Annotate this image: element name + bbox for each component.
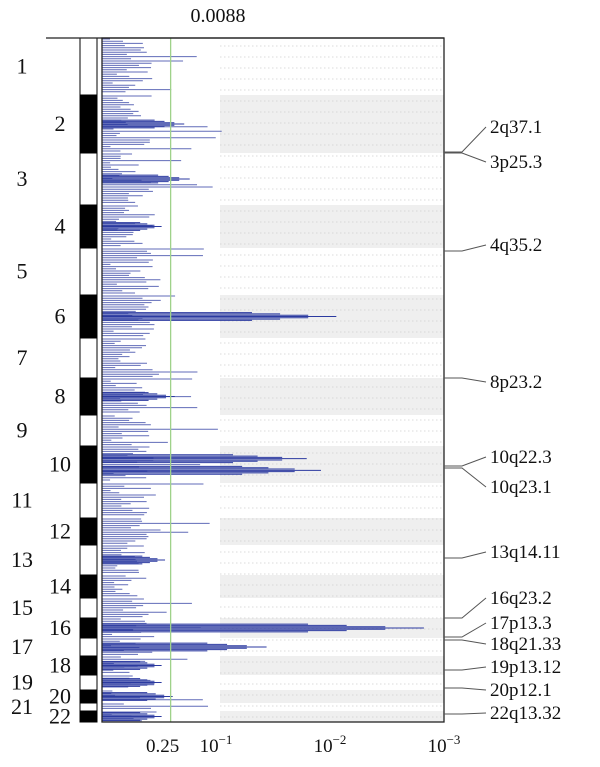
chr-shade-22 <box>220 711 444 722</box>
chromosome-label-13: 13 <box>11 547 33 572</box>
ideogram-chr-22 <box>79 710 98 723</box>
chr-shade-8 <box>220 378 444 415</box>
ideogram-chr-4 <box>79 204 98 249</box>
ideogram-chr-7 <box>79 337 98 379</box>
chromosome-label-2: 2 <box>55 111 66 136</box>
chr-shade-12 <box>220 518 444 545</box>
peak-leader-line <box>444 687 487 691</box>
chr-shade-18 <box>220 656 444 675</box>
peak-leader-line <box>444 152 487 163</box>
chromosome-label-15: 15 <box>11 595 33 620</box>
ideogram-chr-5 <box>79 247 98 296</box>
peak-label: 19p13.12 <box>490 657 561 678</box>
ideogram-chr-8 <box>79 377 98 416</box>
ideogram-chr-3 <box>79 152 98 206</box>
chromosome-shading <box>220 95 444 722</box>
peak-leader-line <box>444 639 487 645</box>
ideogram-chr-19 <box>79 674 98 691</box>
chromosome-label-17: 17 <box>11 634 33 659</box>
chromosome-label-5: 5 <box>17 259 28 284</box>
chromosome-label-18: 18 <box>49 653 71 678</box>
x-tick-label: 10−1 <box>200 732 233 757</box>
chromosome-label-22: 22 <box>49 704 71 729</box>
x-tick-label: 10−2 <box>314 732 347 757</box>
gridlines <box>220 45 444 718</box>
ideogram-chr-10 <box>79 445 98 484</box>
chromosome-label-4: 4 <box>55 214 66 239</box>
peak-label: 13q14.11 <box>490 542 561 563</box>
chromosome-label-6: 6 <box>55 304 66 329</box>
peak-leader-line <box>444 551 487 559</box>
peak-leader-line <box>444 597 487 619</box>
peak-label: 18q21.33 <box>490 634 561 655</box>
chromosome-label-1: 1 <box>17 54 28 79</box>
ideogram-chr-13 <box>79 544 98 576</box>
ideogram-chr-2 <box>79 94 98 154</box>
peak-leader-line <box>444 244 487 252</box>
chromosome-label-7: 7 <box>17 345 28 370</box>
ideogram-chr-11 <box>79 482 98 519</box>
peak-leader-line <box>444 666 487 671</box>
peak-leader-line <box>444 377 487 383</box>
chromosome-label-8: 8 <box>55 384 66 409</box>
chromosome-label-11: 11 <box>11 488 32 513</box>
peak-label: 2q37.1 <box>490 117 542 138</box>
peak-leader-line <box>444 712 487 715</box>
ideogram-chr-17 <box>79 637 98 657</box>
peak-label: 20p12.1 <box>490 680 552 701</box>
peak-label: 17p13.3 <box>490 613 552 634</box>
ideogram-chr-15 <box>79 597 98 619</box>
peak-leader-line <box>444 467 487 488</box>
chromosome-label-14: 14 <box>49 574 71 599</box>
chr-shade-14 <box>220 575 444 598</box>
ideogram-chr-20 <box>79 689 98 704</box>
peak-labels: 2q37.1 3p25.3 4q35.2 8p23.2 10q22.3 10q23.1 13… <box>444 117 561 724</box>
ideogram-chr-21 <box>79 702 98 712</box>
x-axis: 0.25 10−1 10−2 10−3 <box>146 732 460 757</box>
ideogram-chr-16 <box>79 617 98 639</box>
ideogram-chr-12 <box>79 517 98 546</box>
chr-shade-2 <box>220 95 444 153</box>
peak-label: 4q35.2 <box>490 235 542 256</box>
threshold-tick-label: 0.25 <box>146 736 179 757</box>
chromosome-label-20: 20 <box>49 684 71 709</box>
chromosome-label-10: 10 <box>49 452 71 477</box>
chromosome-label-9: 9 <box>17 418 28 443</box>
chromosome-label-16: 16 <box>49 615 71 640</box>
chromosome-label-21: 21 <box>11 694 33 719</box>
ideogram-chr-6 <box>79 294 98 339</box>
peak-leader-line <box>444 126 487 153</box>
chr-shade-10 <box>220 446 444 483</box>
ideogram-chr-18 <box>79 655 98 676</box>
chromosome-label-3: 3 <box>17 166 28 191</box>
x-tick-label: 10−3 <box>428 732 461 757</box>
peak-leader-line <box>444 456 487 467</box>
chromosome-label-12: 12 <box>49 519 71 544</box>
peak-label: 22q13.32 <box>490 703 561 724</box>
chr-shade-20 <box>220 690 444 703</box>
peak-label: 8p23.2 <box>490 372 542 393</box>
chromosome-ideogram <box>79 37 98 723</box>
peak-leader-line <box>444 622 487 638</box>
peak-label: 10q22.3 <box>490 447 552 468</box>
chromosome-label-19: 19 <box>11 670 33 695</box>
peak-label: 16q23.2 <box>490 588 552 609</box>
chr-shade-4 <box>220 205 444 248</box>
bar-series <box>102 38 424 722</box>
top-q-value-label: 0.0088 <box>191 5 246 27</box>
ideogram-chr-1 <box>79 37 98 96</box>
peak-label: 10q23.1 <box>490 477 552 498</box>
ideogram-chr-14 <box>79 574 98 599</box>
peak-label: 3p25.3 <box>490 152 542 173</box>
ideogram-chr-9 <box>79 414 98 447</box>
